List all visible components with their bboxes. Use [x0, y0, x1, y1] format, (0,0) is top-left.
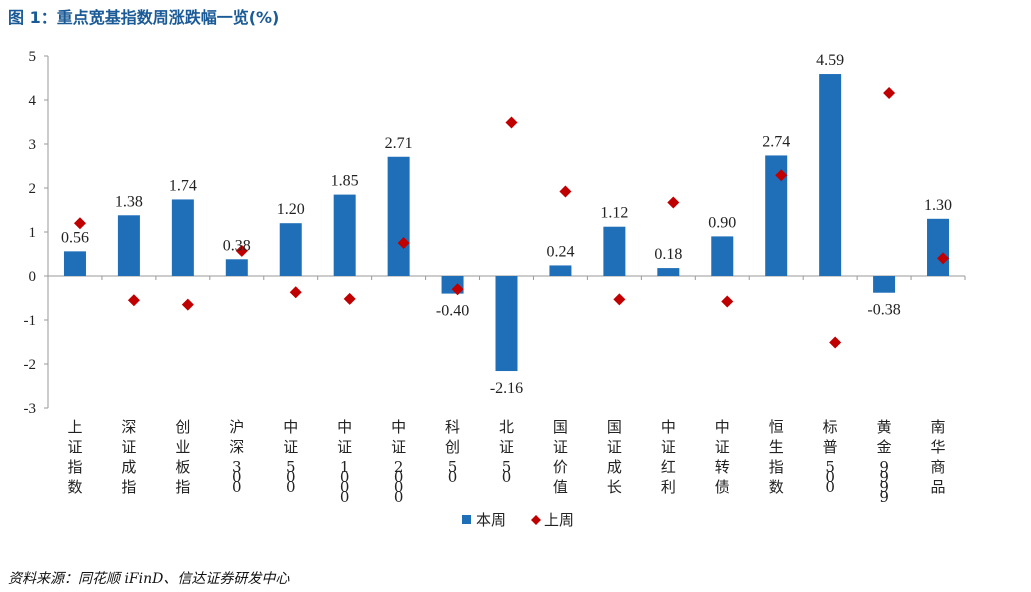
category-label: 中证转债 — [715, 418, 730, 496]
bar — [279, 223, 302, 276]
bar-series — [63, 74, 950, 372]
category-label: 南华商品 — [931, 418, 946, 496]
category-label: 国证成长 — [607, 418, 622, 496]
bar-data-label: -0.40 — [436, 303, 469, 320]
bar — [63, 251, 86, 276]
marker-series — [73, 86, 950, 349]
bar-data-label: 0.56 — [61, 229, 89, 246]
bar-data-label: -0.38 — [867, 302, 900, 319]
diamond-marker — [613, 293, 626, 306]
bar — [495, 276, 518, 372]
bar-data-label: 0.38 — [223, 237, 251, 254]
legend-bar-swatch — [462, 515, 471, 524]
category-labels: 上证指数 深证成指 创业板指 沪深 3 0 0 中证 5 0 0 中证 1 0 0 0 中证 2 0 0 0 科创 5 0 北证… — [67, 418, 945, 506]
bar — [711, 236, 734, 276]
category-label: 沪深 3 0 0 — [229, 418, 244, 496]
category-label: 中证 1 0 0 0 — [337, 418, 352, 506]
legend: 本周 上周 — [462, 511, 574, 529]
bar — [225, 259, 248, 276]
bar-data-label: 2.74 — [762, 133, 790, 150]
y-tick-label: -3 — [24, 401, 37, 417]
data-labels: 0.56 1.38 1.74 0.38 1.20 1.85 2.71 -0.40 -2.16 0.… — [61, 52, 952, 397]
legend-label: 本周 — [476, 511, 506, 529]
category-label: 黄金 9 9 9 9 — [877, 418, 892, 506]
y-tick-label: 1 — [29, 225, 37, 241]
diamond-marker — [721, 295, 734, 308]
diamond-marker — [505, 116, 518, 129]
bar-data-label: 1.38 — [115, 193, 143, 210]
category-label: 北证 5 0 — [499, 418, 514, 486]
y-tick-label: -1 — [24, 313, 37, 329]
bar — [873, 276, 896, 293]
diamond-marker — [883, 86, 896, 99]
bar — [819, 74, 842, 276]
y-tick-label: 5 — [29, 49, 37, 65]
category-label: 科创 5 0 — [445, 418, 460, 486]
y-axis: 5 4 3 2 1 0 -1 -2 -3 — [24, 49, 966, 417]
bar — [927, 218, 950, 276]
bar-data-label: 1.30 — [924, 197, 952, 214]
y-tick-label: 0 — [29, 269, 37, 285]
bar-chart: 5 4 3 2 1 0 -1 -2 -3 0.56 1.38 1.74 0.38 1.20 1.85 2.7… — [24, 49, 966, 529]
category-label: 中证 2 0 0 0 — [391, 418, 406, 506]
y-tick-label: 4 — [29, 93, 37, 109]
source-note: 资料来源：同花顺 iFinD、信达证券研发中心 — [8, 571, 290, 587]
legend-label: 上周 — [544, 511, 574, 529]
category-label: 标普 5 0 0 — [823, 418, 838, 496]
category-label: 国证价值 — [553, 418, 568, 496]
category-label: 中证红利 — [661, 418, 676, 496]
y-tick-label: 3 — [29, 137, 37, 153]
bar — [765, 155, 788, 276]
diamond-marker — [289, 286, 302, 299]
bar — [387, 156, 410, 276]
diamond-marker — [73, 217, 86, 230]
bar-data-label: 1.74 — [169, 177, 197, 194]
diamond-marker — [559, 185, 572, 198]
bar-data-label: 2.71 — [385, 135, 413, 152]
diamond-marker — [235, 244, 248, 257]
diamond-marker — [775, 169, 788, 182]
bar-data-label: 0.90 — [708, 214, 736, 231]
bar — [603, 226, 626, 276]
diamond-marker — [937, 252, 950, 265]
diamond-marker — [829, 336, 842, 349]
diamond-marker — [343, 292, 356, 305]
bar-data-label: 1.20 — [277, 201, 305, 218]
bar — [171, 199, 194, 276]
bar — [333, 194, 356, 276]
bar — [657, 268, 680, 276]
category-label: 恒生指数 — [769, 418, 784, 496]
bar — [549, 265, 572, 276]
category-label: 创业板指 — [175, 418, 190, 496]
legend-diamond-swatch — [531, 515, 541, 525]
y-tick-label: -2 — [24, 357, 37, 373]
bar-data-label: -2.16 — [490, 380, 523, 397]
bar-data-label: 1.85 — [331, 173, 359, 190]
category-label: 中证 5 0 0 — [283, 418, 298, 496]
diamond-marker — [127, 294, 140, 307]
diamond-marker — [667, 196, 680, 209]
bar — [117, 215, 140, 276]
category-label: 深证成指 — [121, 418, 136, 496]
y-tick-label: 2 — [29, 181, 37, 197]
diamond-marker — [181, 298, 194, 311]
chart-title: 图 1：重点宽基指数周涨跌幅一览(%) — [8, 8, 280, 27]
bar-data-label: 4.59 — [816, 52, 844, 69]
bar-data-label: 1.12 — [600, 205, 628, 222]
bar-data-label: 0.24 — [546, 243, 574, 260]
bar-data-label: 0.18 — [654, 246, 682, 263]
diamond-marker — [451, 283, 464, 296]
diamond-marker — [397, 237, 410, 249]
category-label: 上证指数 — [67, 418, 82, 496]
